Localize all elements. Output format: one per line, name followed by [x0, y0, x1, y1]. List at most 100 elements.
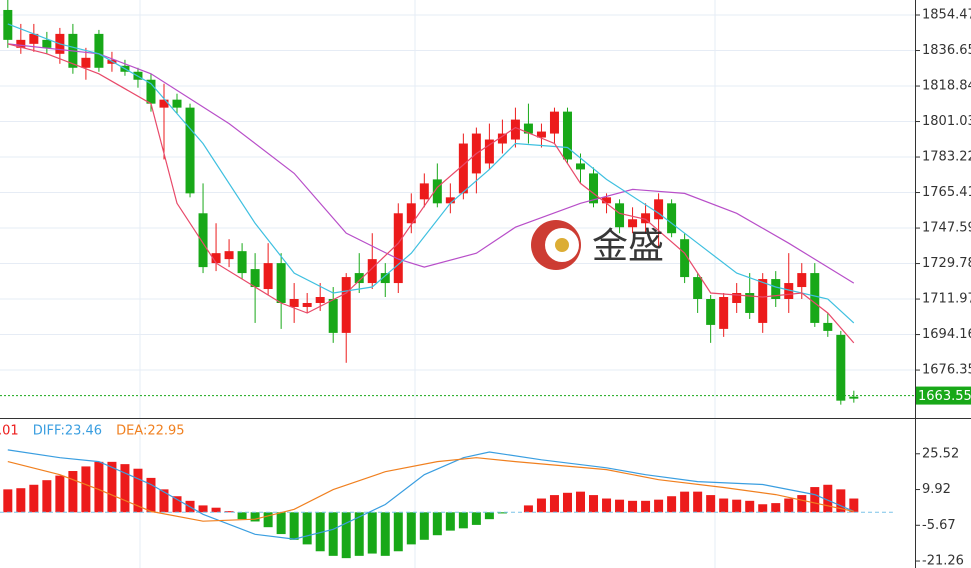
macd-bar: [654, 499, 664, 513]
y-tick-label: 1765.41: [922, 185, 971, 200]
macd-bar: [237, 512, 247, 520]
macd-bar: [706, 495, 716, 513]
candle-body: [211, 253, 221, 264]
macd-bar: [263, 512, 273, 528]
indicator-line: [7, 449, 855, 540]
macd-bar: [380, 512, 390, 556]
candle-body: [575, 163, 585, 170]
macd-bar: [133, 468, 143, 513]
macd-bar: [198, 505, 208, 513]
macd-bar: [432, 512, 442, 536]
candle-body: [628, 219, 638, 228]
macd-bar: [445, 512, 455, 531]
macd-bar: [81, 466, 91, 513]
macd-bar: [549, 495, 559, 513]
candle-body: [784, 283, 794, 299]
candle-body: [172, 99, 182, 108]
macd-bar: [406, 512, 416, 545]
macd-bar: [250, 512, 260, 522]
candle-body: [367, 259, 377, 284]
macd-bar: [797, 495, 807, 513]
macd-bar: [367, 512, 377, 554]
candle-body: [523, 123, 533, 134]
legend-text: .01: [0, 424, 19, 439]
watermark: 金盛: [531, 220, 664, 270]
legend-text: DIFF:23.46: [33, 424, 102, 439]
macd-bar: [823, 484, 833, 513]
macd-bar: [211, 507, 221, 513]
candle-body: [849, 396, 859, 399]
candle-body: [354, 273, 364, 284]
watermark-text: 金盛: [592, 226, 664, 267]
candle-body: [198, 213, 208, 268]
macd-bar: [758, 504, 768, 513]
candle-body: [602, 197, 612, 204]
candle-body: [549, 111, 559, 134]
candle-body: [589, 173, 599, 204]
candle-body: [146, 79, 156, 104]
macd-bar: [146, 477, 156, 513]
logo: [555, 238, 569, 252]
y-tick-label: 1729.78: [922, 256, 971, 271]
y-tick-label: 1694.16: [922, 327, 971, 342]
candle-body: [771, 279, 781, 299]
macd-bar: [16, 488, 26, 513]
macd-bar: [341, 512, 351, 559]
macd-bar: [289, 512, 299, 540]
y-tick-label: -21.26: [922, 554, 964, 568]
macd-bar: [276, 512, 286, 535]
y-tick-label: 1801.03: [922, 114, 971, 129]
macd-bar: [641, 500, 651, 513]
macd-bar: [471, 512, 481, 525]
y-tick-label: 25.52: [922, 446, 959, 461]
indicator-line: [7, 23, 855, 324]
candle-body: [693, 277, 703, 299]
candle-body: [719, 297, 729, 329]
macd-bar: [458, 512, 468, 529]
candle-body: [224, 251, 234, 260]
macd-bar: [3, 489, 13, 513]
candle-body: [615, 203, 625, 228]
candle-body: [341, 277, 351, 333]
candle-body: [302, 302, 312, 307]
macd-bar: [836, 489, 846, 513]
macd-bar: [536, 498, 546, 513]
macd-bar: [302, 512, 312, 545]
macd-bar: [615, 499, 625, 513]
candle-body: [654, 199, 664, 220]
macd-bar: [393, 512, 403, 552]
candle-body: [419, 183, 429, 200]
legend-text: DEA:22.95: [116, 424, 185, 439]
candle-body: [510, 119, 520, 140]
candle-body: [745, 293, 755, 313]
macd-bar: [680, 491, 690, 513]
candle-body: [81, 57, 91, 68]
candle-body: [641, 213, 651, 224]
candle-body: [458, 143, 468, 194]
macd-bar: [354, 512, 364, 556]
y-tick-label: 1818.84: [922, 79, 971, 94]
macd-bar: [602, 498, 612, 513]
macd-bar: [55, 475, 65, 513]
y-tick-label: 1836.65: [922, 43, 971, 58]
y-tick-label: -5.67: [922, 518, 956, 533]
candle-body: [810, 273, 820, 323]
macd-bar: [484, 512, 494, 520]
macd-bar: [771, 503, 781, 513]
indicator-line: [7, 457, 854, 522]
indicator-line: [7, 43, 855, 344]
macd-bar: [523, 505, 533, 513]
candle-body: [276, 263, 286, 303]
macd-bar: [719, 498, 729, 513]
candle-body: [823, 322, 833, 331]
macd-bar: [68, 471, 78, 513]
candle-body: [758, 279, 768, 323]
y-tick-label: 1711.97: [922, 292, 971, 307]
candle-body: [16, 39, 26, 48]
candle-body: [497, 133, 507, 144]
macd-bar: [107, 461, 117, 513]
candle-body: [680, 239, 690, 278]
candle-body: [315, 297, 325, 303]
macd-bar: [732, 499, 742, 513]
